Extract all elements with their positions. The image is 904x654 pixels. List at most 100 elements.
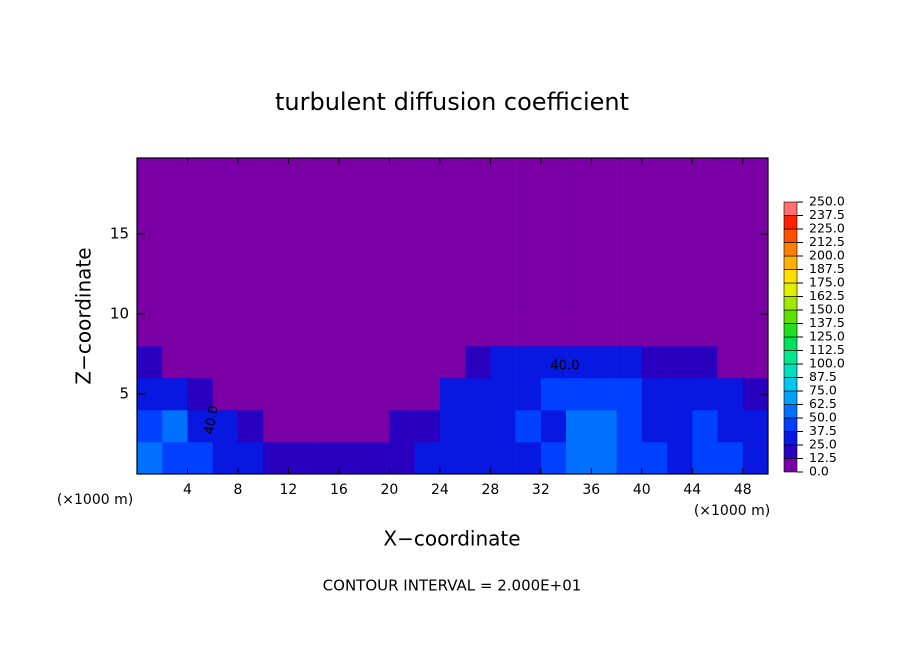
cell	[288, 346, 314, 379]
cell	[212, 378, 239, 411]
cell	[313, 442, 340, 475]
colorbar-swatch	[783, 390, 798, 405]
x-tick-label: 28	[481, 482, 499, 498]
colorbar-label: 112.5	[809, 342, 845, 357]
cell	[692, 378, 718, 411]
cell	[313, 158, 340, 315]
cell	[566, 442, 592, 475]
y-unit: (×1000 m)	[57, 492, 133, 508]
x-tick-label: 4	[183, 482, 192, 498]
colorbar-swatch	[783, 404, 798, 419]
colorbar-swatch	[783, 458, 798, 473]
cell	[313, 314, 340, 347]
cell	[641, 346, 668, 379]
cell	[616, 346, 643, 379]
colorbar-swatch	[783, 215, 798, 230]
cell	[187, 314, 214, 347]
cell	[212, 314, 239, 347]
cell	[591, 410, 617, 443]
cell	[515, 378, 542, 411]
cell	[742, 314, 769, 347]
cell	[187, 410, 214, 443]
y-tick-label: 10	[110, 305, 129, 323]
contour-label: 40.0	[202, 404, 222, 435]
cell	[465, 410, 491, 443]
cell	[515, 442, 542, 475]
cell	[641, 410, 668, 443]
cell	[515, 346, 542, 379]
x-tick-label: 40	[633, 482, 651, 498]
colorbar-label: 0.0	[809, 464, 829, 479]
cell	[439, 378, 466, 411]
cell	[288, 378, 314, 411]
colorbar-label: 212.5	[809, 234, 845, 249]
cell	[288, 314, 314, 347]
cell	[237, 442, 264, 475]
colorbar-label: 50.0	[809, 410, 837, 425]
cell	[237, 378, 264, 411]
cell	[641, 442, 668, 475]
cell	[237, 314, 264, 347]
colorbar-swatch	[783, 296, 798, 311]
colorbar-label: 87.5	[809, 369, 837, 384]
chart-title: turbulent diffusion coefficient	[275, 88, 629, 116]
cell	[566, 314, 592, 347]
cell	[591, 442, 617, 475]
cell	[364, 410, 390, 443]
cell	[364, 314, 390, 347]
colorbar-label: 37.5	[809, 423, 837, 438]
cell	[162, 158, 188, 315]
cell	[212, 442, 239, 475]
cell	[490, 314, 516, 347]
cell	[591, 314, 617, 347]
cell	[540, 346, 567, 379]
colorbar-label: 125.0	[809, 329, 845, 344]
cell	[465, 346, 491, 379]
cell	[616, 314, 643, 347]
colorbar-swatch	[783, 417, 798, 432]
cell	[263, 158, 289, 315]
cell	[162, 378, 188, 411]
colorbar-swatch	[783, 323, 798, 338]
colorbar-label: 100.0	[809, 356, 845, 371]
cell	[439, 410, 466, 443]
cell	[591, 378, 617, 411]
cell	[717, 410, 744, 443]
cell	[364, 158, 390, 315]
cell	[641, 378, 668, 411]
y-label: Z−coordinate	[72, 247, 96, 384]
cell	[187, 442, 214, 475]
contour-label: 40.0	[551, 359, 580, 374]
colorbar-swatch	[783, 242, 798, 257]
cell	[667, 158, 693, 315]
cell	[313, 378, 340, 411]
cell	[717, 378, 744, 411]
x-tick-label: 44	[683, 482, 701, 498]
cell	[742, 158, 769, 315]
cell	[439, 158, 466, 315]
x-tick-label: 36	[582, 482, 600, 498]
x-tick-label: 24	[431, 482, 449, 498]
cell	[667, 314, 693, 347]
cell	[465, 158, 491, 315]
colorbar-label: 75.0	[809, 383, 837, 398]
cell	[692, 442, 718, 475]
colorbar-swatch	[783, 350, 798, 365]
cell	[389, 378, 415, 411]
x-tick-label: 32	[532, 482, 550, 498]
colorbar-swatch	[783, 201, 798, 216]
cell	[717, 158, 744, 315]
cell	[692, 346, 718, 379]
cell	[137, 346, 163, 379]
cell	[490, 378, 516, 411]
cell	[717, 442, 744, 475]
cell	[540, 314, 567, 347]
cell	[338, 442, 365, 475]
cell	[490, 346, 516, 379]
colorbar-swatch	[783, 269, 798, 284]
cell	[237, 158, 264, 315]
cell	[439, 314, 466, 347]
cell	[414, 158, 441, 315]
cell	[162, 314, 188, 347]
cell	[742, 442, 769, 475]
